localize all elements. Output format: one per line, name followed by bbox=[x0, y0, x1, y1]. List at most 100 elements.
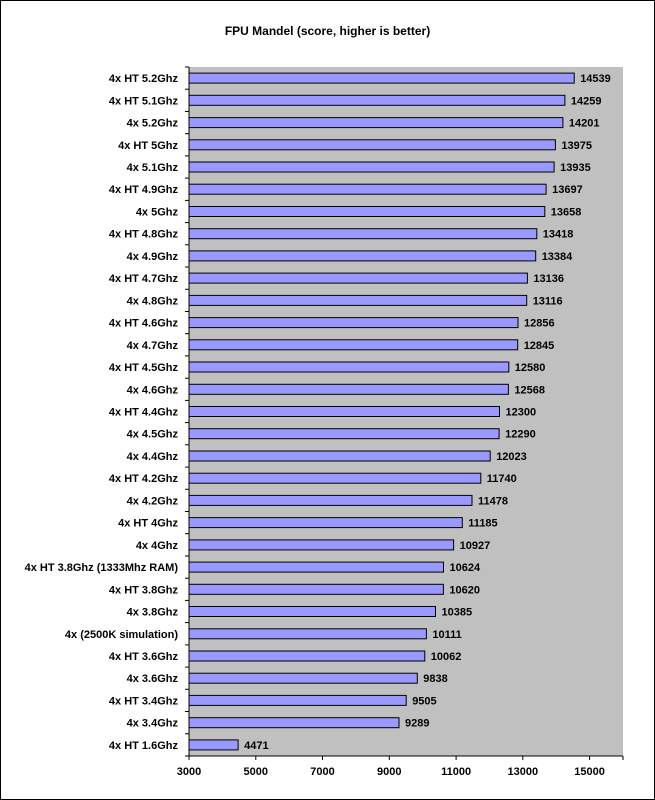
data-label: 14259 bbox=[571, 95, 602, 107]
category-label: 4x HT 4.9Ghz bbox=[109, 184, 179, 196]
category-label: 4x HT 3.6Ghz bbox=[109, 651, 179, 663]
data-label: 13697 bbox=[552, 184, 583, 196]
x-tick-label: 5000 bbox=[244, 766, 268, 778]
bar bbox=[188, 539, 455, 551]
data-label: 13384 bbox=[542, 251, 573, 263]
category-label: 4x HT 4Ghz bbox=[118, 518, 178, 530]
category-label: 4x 5.2Ghz bbox=[127, 118, 179, 130]
x-tick-label: 3000 bbox=[177, 766, 201, 778]
category-label: 4x 3.4Ghz bbox=[127, 718, 179, 730]
data-label: 11478 bbox=[478, 495, 508, 507]
category-label: 4x HT 4.5Ghz bbox=[109, 362, 179, 374]
category-label: 4x HT 4.6Ghz bbox=[109, 318, 179, 330]
data-label: 10620 bbox=[449, 584, 480, 596]
data-label: 13136 bbox=[533, 273, 564, 285]
bar bbox=[188, 161, 555, 173]
category-label: 4x HT 3.4Ghz bbox=[109, 695, 179, 707]
bar bbox=[188, 606, 436, 617]
bar bbox=[188, 361, 510, 373]
data-label: 10385 bbox=[442, 607, 473, 619]
bar bbox=[188, 428, 500, 440]
bar bbox=[188, 72, 575, 84]
bar bbox=[188, 294, 528, 306]
category-label: 4x HT 4.7Ghz bbox=[109, 273, 179, 285]
bar bbox=[188, 206, 546, 217]
data-label: 13935 bbox=[560, 162, 591, 174]
category-label: 4x 4Ghz bbox=[136, 540, 179, 552]
category-label: 4x 4.4Ghz bbox=[127, 451, 179, 463]
category-label: 4x 3.6Ghz bbox=[127, 673, 179, 685]
bar bbox=[188, 250, 537, 262]
data-label: 9838 bbox=[423, 673, 447, 685]
x-tick-label: 9000 bbox=[377, 766, 401, 778]
category-label: 4x 3.8Ghz bbox=[127, 607, 179, 619]
category-label: 4x HT 5Ghz bbox=[118, 140, 178, 152]
data-label: 12290 bbox=[505, 429, 536, 441]
bar bbox=[188, 494, 473, 506]
bar bbox=[188, 272, 528, 284]
bar bbox=[188, 117, 564, 129]
bar bbox=[188, 650, 426, 662]
data-label: 9289 bbox=[405, 718, 429, 730]
data-label: 13116 bbox=[533, 295, 563, 307]
data-label: 10927 bbox=[460, 540, 491, 552]
bar bbox=[188, 317, 519, 329]
data-label: 14201 bbox=[569, 118, 600, 130]
x-tick-label: 11000 bbox=[441, 766, 471, 778]
category-label: 4x 4.5Ghz bbox=[127, 429, 179, 441]
bar bbox=[188, 628, 427, 640]
data-label: 11185 bbox=[468, 518, 497, 530]
bar bbox=[188, 517, 463, 529]
bar bbox=[188, 183, 547, 195]
data-label: 12580 bbox=[515, 362, 546, 374]
bar bbox=[188, 94, 566, 106]
data-label: 13658 bbox=[551, 207, 582, 219]
bar bbox=[188, 739, 239, 751]
data-label: 14539 bbox=[580, 73, 611, 85]
bar bbox=[188, 472, 482, 484]
bar bbox=[188, 672, 418, 684]
bar bbox=[188, 583, 444, 595]
category-label: 4x 5Ghz bbox=[136, 207, 179, 219]
bar bbox=[188, 339, 519, 351]
chart-title: FPU Mandel (score, higher is better) bbox=[224, 24, 431, 38]
category-label: 4x HT 4.4Ghz bbox=[109, 407, 179, 419]
category-label: 4x (2500K simulation) bbox=[65, 629, 178, 641]
x-tick-label: 7000 bbox=[310, 766, 334, 778]
bar bbox=[188, 450, 491, 462]
category-label: 4x 4.9Ghz bbox=[127, 251, 179, 263]
data-label: 12568 bbox=[514, 384, 545, 396]
category-label: 4x HT 3.8Ghz bbox=[109, 584, 179, 596]
x-tick-label: 13000 bbox=[508, 766, 539, 778]
bar bbox=[188, 561, 444, 573]
data-label: 12845 bbox=[524, 340, 555, 352]
data-label: 9505 bbox=[412, 695, 436, 707]
x-tick-label: 15000 bbox=[574, 766, 605, 778]
category-label: 4x 4.6Ghz bbox=[127, 384, 179, 396]
bar bbox=[188, 139, 556, 151]
data-label: 12023 bbox=[496, 451, 527, 463]
category-label: 4x 4.7Ghz bbox=[127, 340, 179, 352]
data-label: 12300 bbox=[506, 407, 537, 419]
bar bbox=[188, 406, 500, 417]
category-label: 4x 4.2Ghz bbox=[127, 495, 179, 507]
category-label: 4x HT 5.2Ghz bbox=[109, 73, 179, 85]
data-label: 10111 bbox=[432, 629, 461, 641]
category-label: 4x HT 5.1Ghz bbox=[109, 95, 179, 107]
bar bbox=[188, 694, 407, 706]
bar bbox=[188, 717, 400, 729]
data-label: 13418 bbox=[543, 229, 574, 241]
category-label: 4x HT 3.8Ghz (1333Mhz RAM) bbox=[25, 562, 179, 574]
data-label: 12856 bbox=[524, 318, 555, 330]
bar bbox=[188, 228, 538, 240]
category-label: 4x 4.8Ghz bbox=[127, 295, 179, 307]
data-label: 13975 bbox=[561, 140, 592, 152]
data-label: 10624 bbox=[450, 562, 481, 574]
data-label: 10062 bbox=[431, 651, 462, 663]
category-label: 4x HT 4.8Ghz bbox=[109, 229, 179, 241]
category-label: 4x HT 4.2Ghz bbox=[109, 473, 179, 485]
category-label: 4x HT 1.6Ghz bbox=[109, 740, 179, 752]
bar bbox=[188, 383, 509, 395]
category-label: 4x 5.1Ghz bbox=[127, 162, 179, 174]
